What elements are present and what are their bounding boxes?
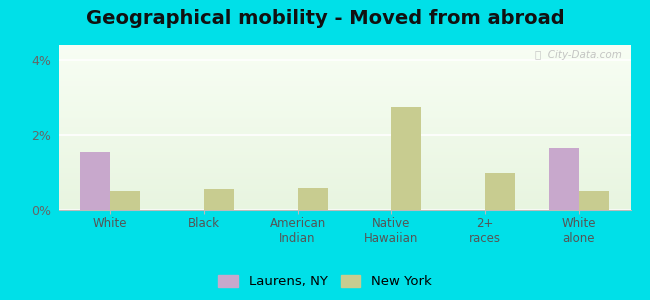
Text: Geographical mobility - Moved from abroad: Geographical mobility - Moved from abroa… <box>86 9 564 28</box>
Text: Ⓛ  City-Data.com: Ⓛ City-Data.com <box>535 50 622 60</box>
Bar <box>204 189 234 210</box>
Bar <box>579 191 609 210</box>
Bar <box>110 191 140 210</box>
Bar <box>80 152 110 210</box>
Legend: Laurens, NY, New York: Laurens, NY, New York <box>213 269 437 293</box>
Bar <box>298 188 328 210</box>
Bar <box>391 107 421 210</box>
Bar <box>485 172 515 210</box>
Bar <box>549 148 579 210</box>
